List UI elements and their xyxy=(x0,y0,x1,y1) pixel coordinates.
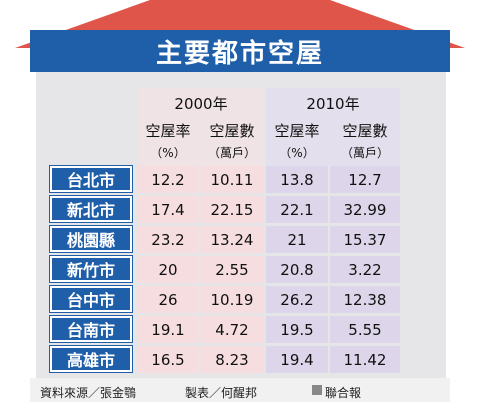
table-cell: 10.11 xyxy=(200,166,264,193)
table-cell: 19.4 xyxy=(266,346,328,373)
table-cell: 12.38 xyxy=(330,286,400,313)
publisher: 聯合報 xyxy=(325,386,362,400)
column-unit: （萬戶） xyxy=(207,145,256,160)
table-cell: 13.8 xyxy=(266,166,328,193)
table-cell: 26 xyxy=(138,286,198,313)
table-cell: 15.37 xyxy=(330,226,400,253)
table-cell: 12.2 xyxy=(138,166,198,193)
column-header: 空屋率 xyxy=(274,121,320,140)
table-cell: 20 xyxy=(138,256,198,283)
table-cell: 2.55 xyxy=(200,256,264,283)
column-unit: （%） xyxy=(279,145,315,160)
group-header: 2000年 xyxy=(174,94,228,113)
title-banner xyxy=(30,30,450,72)
table-cell: 22.15 xyxy=(200,196,264,223)
column-unit: （%） xyxy=(150,145,186,160)
table-cell: 20.8 xyxy=(266,256,328,283)
maker: 製表／何醒邦 xyxy=(185,386,258,400)
table-cell: 23.2 xyxy=(138,226,198,253)
table-cell: 19.5 xyxy=(266,316,328,343)
column-header: 空屋數 xyxy=(342,121,388,140)
table-cell: 16.5 xyxy=(138,346,198,373)
city-label: 高雄市 xyxy=(49,345,133,373)
title: 主要都市空屋 xyxy=(155,38,324,69)
group-bg xyxy=(138,88,264,166)
table-cell: 4.72 xyxy=(200,316,264,343)
footer-bar xyxy=(30,378,450,402)
table-cell: 8.23 xyxy=(200,346,264,373)
city-label: 台北市 xyxy=(49,165,133,193)
table-cell: 11.42 xyxy=(330,346,400,373)
table-cell: 17.4 xyxy=(138,196,198,223)
table-cell: 22.1 xyxy=(266,196,328,223)
city-label: 台中市 xyxy=(49,285,133,313)
publisher-icon xyxy=(312,385,322,395)
source: 資料來源／張金鶚 xyxy=(40,386,137,400)
column-unit: （萬戶） xyxy=(340,145,389,160)
city-label: 新竹市 xyxy=(49,255,133,283)
city-label: 新北市 xyxy=(49,195,133,223)
column-header: 空屋數 xyxy=(209,121,255,140)
column-header: 空屋率 xyxy=(145,121,191,140)
table-cell: 21 xyxy=(266,226,328,253)
table-cell: 3.22 xyxy=(330,256,400,283)
table-cell: 12.7 xyxy=(330,166,400,193)
table-cell: 10.19 xyxy=(200,286,264,313)
city-label: 桃園縣 xyxy=(49,225,133,253)
city-label: 台南市 xyxy=(49,315,133,343)
table-cell: 5.55 xyxy=(330,316,400,343)
group-bg xyxy=(266,88,400,166)
table-cell: 32.99 xyxy=(330,196,400,223)
table-cell: 19.1 xyxy=(138,316,198,343)
group-header: 2010年 xyxy=(306,94,360,113)
table-cell: 26.2 xyxy=(266,286,328,313)
table-cell: 13.24 xyxy=(200,226,264,253)
